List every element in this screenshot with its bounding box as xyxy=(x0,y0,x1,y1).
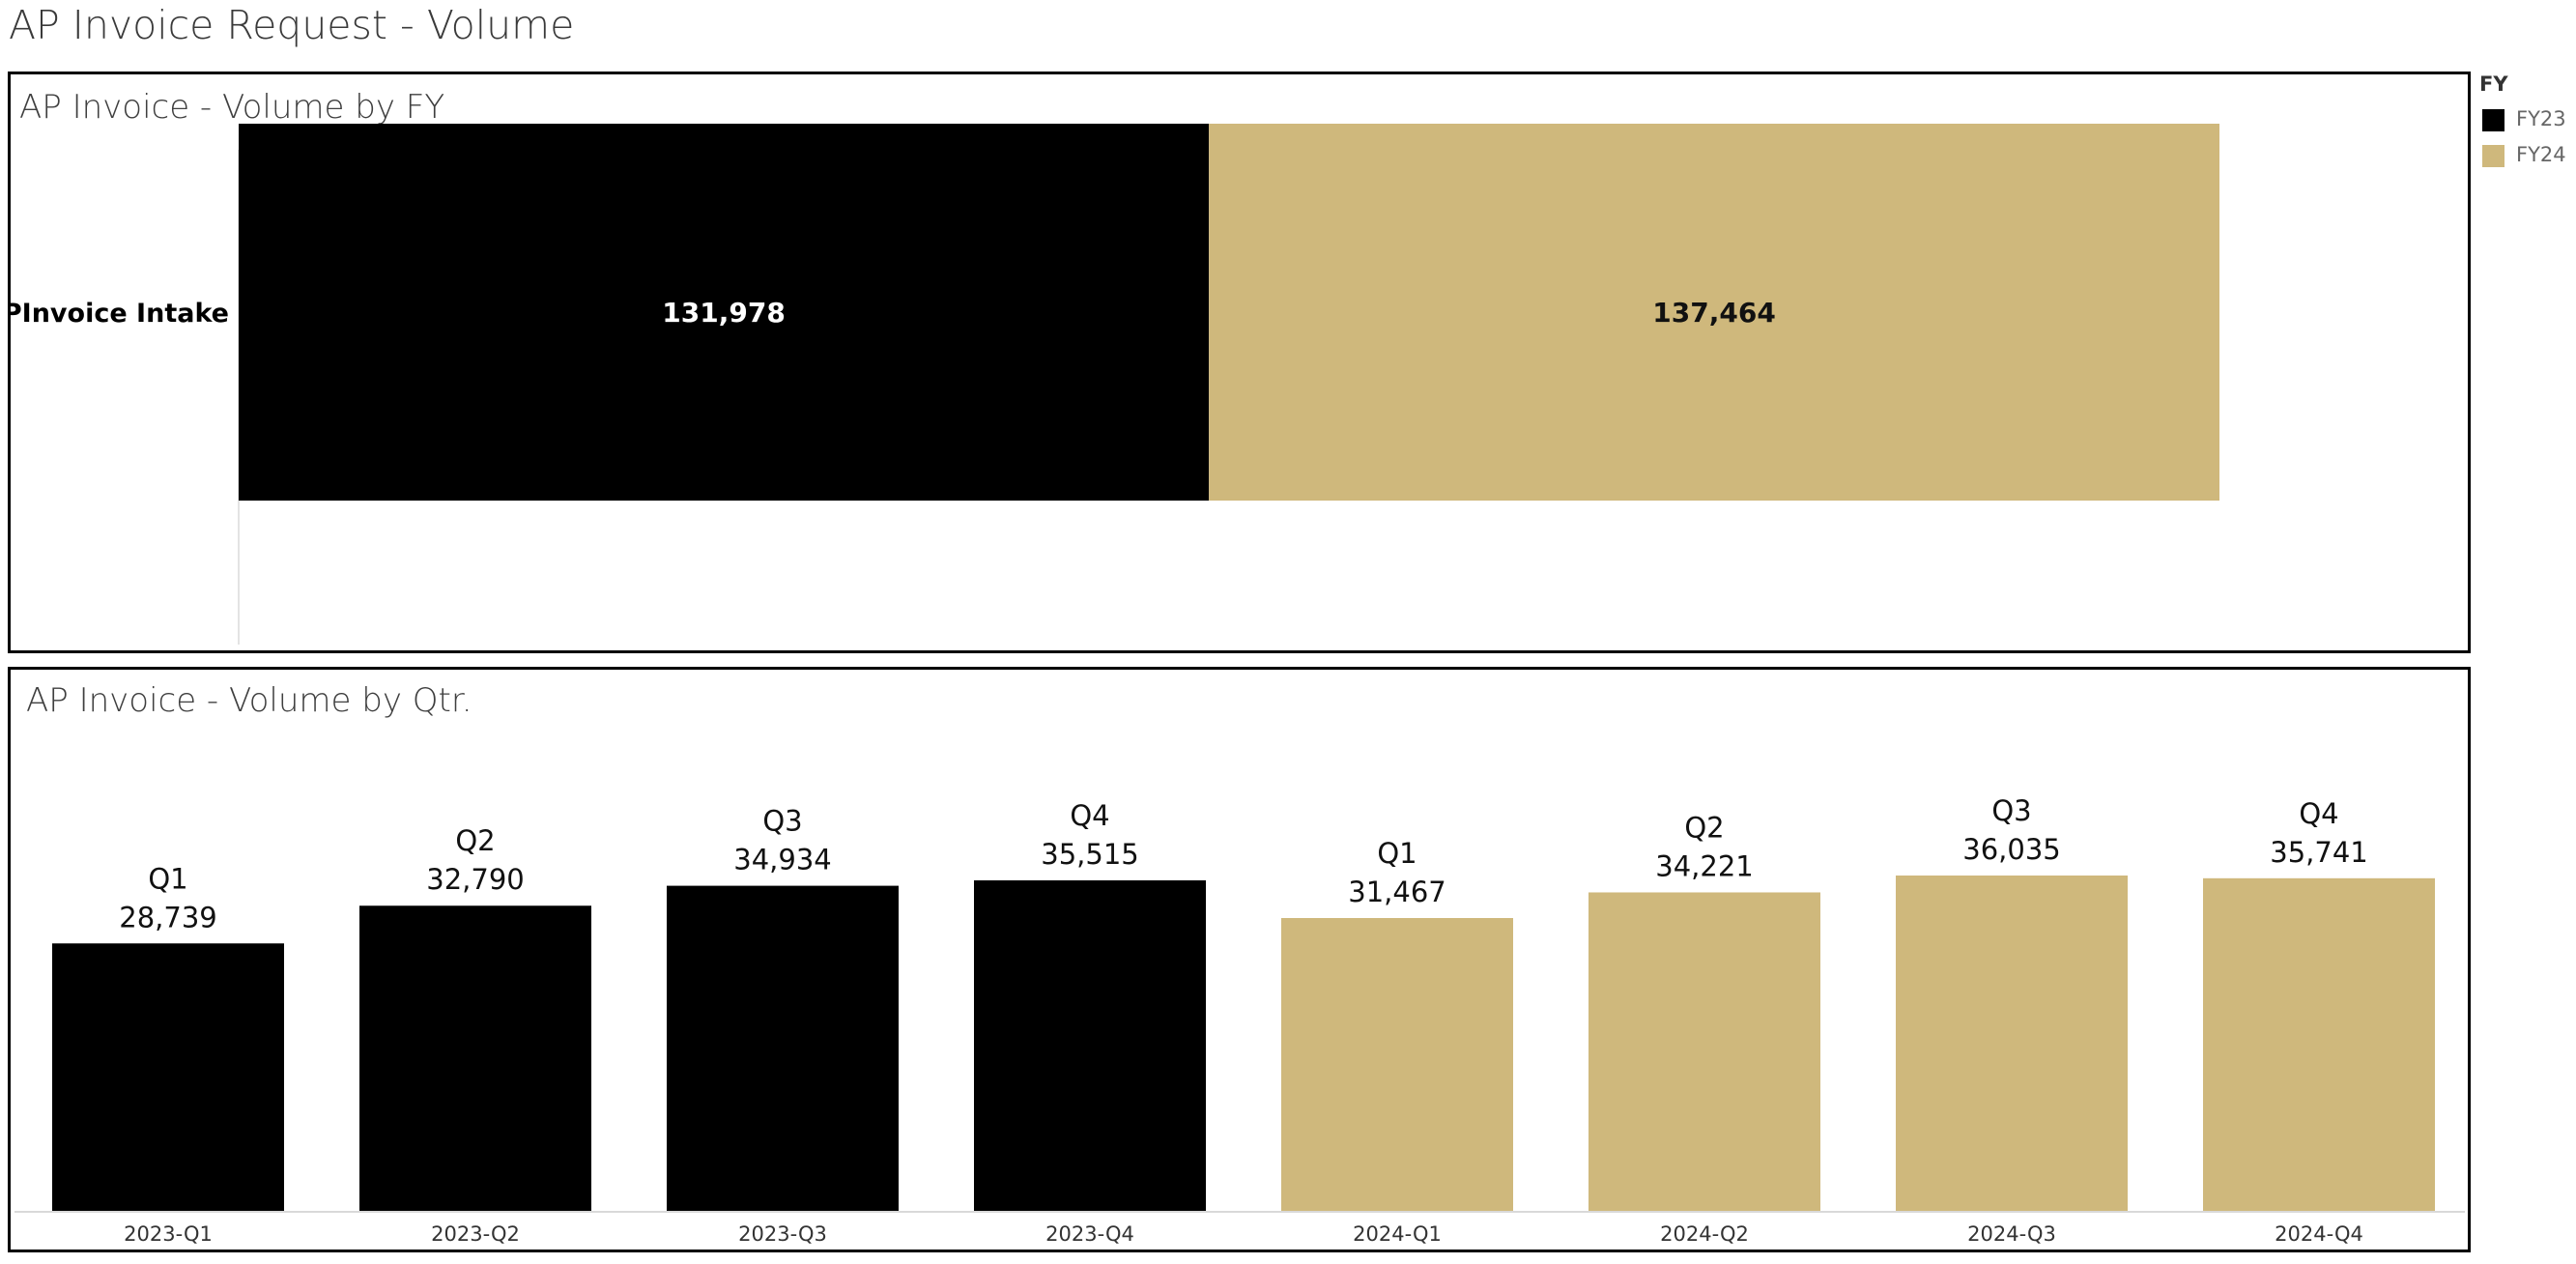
bar-value-label: 34,221 xyxy=(1655,849,1753,882)
bar-value-label: 34,934 xyxy=(733,844,831,876)
bar-value-label: 36,035 xyxy=(1962,833,2060,866)
bar-label-fy23: 131,978 xyxy=(662,297,786,329)
x-tick-label: 2024-Q3 xyxy=(1967,1222,2056,1246)
bar-value-label: 32,790 xyxy=(426,863,524,896)
bar-quarter-label: Q2 xyxy=(455,824,495,857)
bar-label-fy24: 137,464 xyxy=(1652,297,1776,329)
bar-2023-q2 xyxy=(359,905,591,1211)
fy-legend[interactable]: FY FY23 FY24 xyxy=(2479,72,2572,179)
bar-value-label: 31,467 xyxy=(1348,876,1445,908)
bar-2023-q1 xyxy=(52,943,284,1211)
bar-2024-q4 xyxy=(2203,877,2435,1211)
legend-label-fy24: FY24 xyxy=(2516,143,2566,166)
bar-quarter-label: Q1 xyxy=(1377,837,1417,870)
bar-segment-fy24 xyxy=(1209,124,2219,501)
legend-title: FY xyxy=(2479,72,2508,96)
bar-value-label: 35,515 xyxy=(1041,838,1138,871)
legend-swatch-fy23 xyxy=(2482,109,2504,131)
x-tick-label: 2024-Q4 xyxy=(2275,1222,2363,1246)
bar-2023-q4 xyxy=(974,880,1206,1211)
volume-by-qtr-panel: AP Invoice - Volume by Qtr. Q1 28,739 2023… xyxy=(8,667,2471,1252)
bar-2023-q3 xyxy=(667,885,899,1211)
volume-by-qtr-chart: Q1 28,739 2023-Q1 Q2 32,790 2023-Q2 Q3 34,934 20… xyxy=(14,794,2465,1246)
x-tick-label: 2024-Q1 xyxy=(1353,1222,1442,1246)
x-tick-label: 2023-Q2 xyxy=(431,1222,520,1246)
bar-2024-q3 xyxy=(1896,876,2128,1211)
legend-item-fy24[interactable]: FY24 xyxy=(2479,141,2572,170)
x-tick-label: 2023-Q4 xyxy=(1045,1222,1134,1246)
x-tick-label: 2023-Q3 xyxy=(738,1222,827,1246)
dashboard-title: AP Invoice Request - Volume xyxy=(9,2,575,48)
bar-quarter-label: Q1 xyxy=(148,862,187,895)
x-tick-label: 2023-Q1 xyxy=(124,1222,213,1246)
bar-2024-q1 xyxy=(1281,917,1513,1211)
bar-quarter-label: Q4 xyxy=(1070,799,1109,832)
bar-quarter-label: Q4 xyxy=(2299,797,2338,830)
legend-item-fy23[interactable]: FY23 xyxy=(2479,105,2572,134)
bar-quarter-label: Q3 xyxy=(762,805,802,838)
bar-quarter-label: Q3 xyxy=(1991,794,2031,827)
volume-by-qtr-title: AP Invoice - Volume by Qtr. xyxy=(26,681,472,720)
legend-swatch-fy24 xyxy=(2482,145,2504,167)
volume-by-fy-title: AP Invoice - Volume by FY xyxy=(19,88,445,127)
bar-value-label: 28,739 xyxy=(119,901,216,934)
bar-quarter-label: Q2 xyxy=(1684,811,1724,844)
x-tick-label: 2024-Q2 xyxy=(1660,1222,1749,1246)
bar-segment-fy23 xyxy=(239,124,1210,501)
bar-value-label: 35,741 xyxy=(2270,836,2367,869)
bar-2024-q2 xyxy=(1589,892,1820,1211)
legend-label-fy23: FY23 xyxy=(2516,107,2566,130)
